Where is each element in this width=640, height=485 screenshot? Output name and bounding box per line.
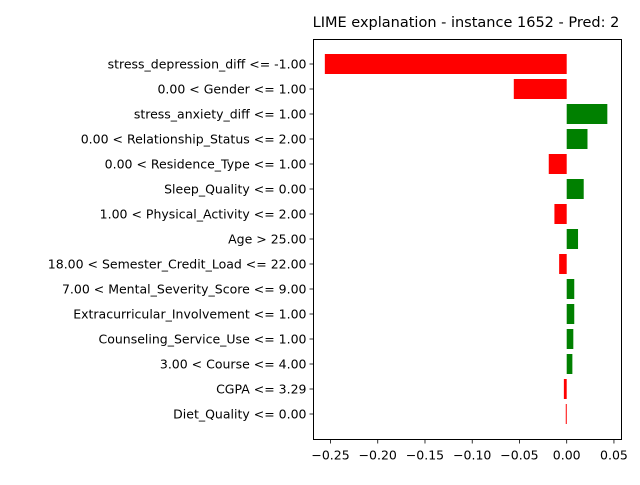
x-tick-label: −0.15	[406, 448, 444, 463]
x-tick-label: −0.05	[500, 448, 538, 463]
bar	[566, 104, 608, 124]
category-label: CGPA <= 3.29	[216, 382, 306, 397]
bar	[566, 229, 579, 249]
bar	[554, 204, 567, 224]
category-label: Counseling_Service_Use <= 1.00	[98, 332, 306, 347]
bars-layer	[324, 54, 608, 424]
x-tick-label: 0.00	[553, 448, 581, 463]
category-label: 7.00 < Mental_Severity_Score <= 9.00	[62, 282, 307, 297]
x-tick-label: −0.25	[311, 448, 349, 463]
bar	[513, 79, 567, 99]
category-label: Diet_Quality <= 0.00	[173, 407, 306, 422]
category-label: 18.00 < Semester_Credit_Load <= 22.00	[48, 257, 307, 272]
x-tick-label: −0.20	[359, 448, 397, 463]
bar	[566, 179, 584, 199]
category-label: Sleep_Quality <= 0.00	[164, 182, 306, 197]
bar	[565, 404, 567, 424]
axes-frame	[313, 39, 622, 440]
bar	[566, 129, 588, 149]
category-label: stress_depression_diff <= -1.00	[108, 57, 307, 72]
bar	[324, 54, 567, 74]
category-label: 3.00 < Course <= 4.00	[160, 357, 307, 372]
category-labels: stress_depression_diff <= -1.00 0.00 < Ge…	[48, 57, 314, 422]
category-label: Age > 25.00	[228, 232, 306, 247]
chart-title: LIME explanation - instance 1652 - Pred:…	[313, 15, 620, 31]
x-tick-label: −0.10	[453, 448, 491, 463]
bar	[563, 379, 567, 399]
category-label: 1.00 < Physical_Activity <= 2.00	[100, 207, 307, 222]
category-label: Extracurricular_Involvement <= 1.00	[73, 307, 306, 322]
category-label: 0.00 < Relationship_Status <= 2.00	[81, 132, 307, 147]
category-label: stress_anxiety_diff <= 1.00	[134, 107, 307, 122]
category-label: 0.00 < Residence_Type <= 1.00	[105, 157, 307, 172]
x-axis-ticks: −0.25 −0.20 −0.15 −0.10 −0.05 0.00 0.05	[311, 439, 628, 463]
bar	[548, 154, 567, 174]
bar	[566, 354, 573, 374]
bar	[566, 304, 575, 324]
bar	[559, 254, 567, 274]
bar	[566, 279, 575, 299]
x-tick-label: 0.05	[600, 448, 628, 463]
category-label: 0.00 < Gender <= 1.00	[157, 82, 306, 97]
bar	[566, 329, 574, 349]
